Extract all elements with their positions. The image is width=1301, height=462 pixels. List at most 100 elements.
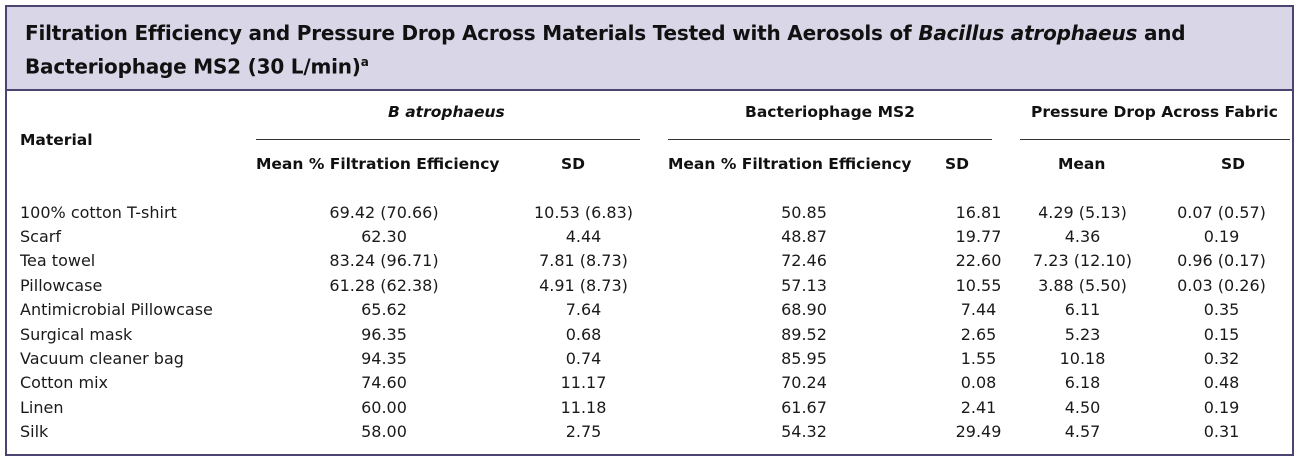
cell-ms2-mean: 48.87 xyxy=(781,227,827,247)
table-title-bar: Filtration Efficiency and Pressure Drop … xyxy=(7,7,1292,91)
data-table: 100% cotton T-shirt 69.42 (70.66) 10.53 (6… xyxy=(7,200,1292,444)
table-row: Surgical mask 96.35 0.68 89.52 2.65 5.23 0.15 xyxy=(7,322,1292,346)
cell-pressure-mean: 7.23 (12.10) xyxy=(1033,251,1132,271)
table-title: Filtration Efficiency and Pressure Drop … xyxy=(25,19,1292,82)
cell-ms2-sd: 29.49 xyxy=(955,422,1002,442)
group-rule-pressure xyxy=(1020,139,1290,140)
cell-ms2-mean: 72.46 xyxy=(781,251,827,271)
cell-b-sd: 4.91 (8.73) xyxy=(539,275,628,295)
table-row: 100% cotton T-shirt 69.42 (70.66) 10.53 (6… xyxy=(7,200,1292,224)
cell-pressure-mean: 6.11 xyxy=(1064,300,1101,320)
cell-pressure-sd: 0.31 xyxy=(1203,422,1240,442)
cell-b-mean: 61.28 (62.38) xyxy=(329,275,439,295)
cell-b-mean: 74.60 xyxy=(361,373,407,393)
table-body: 100% cotton T-shirt 69.42 (70.66) 10.53 (6… xyxy=(7,200,1292,444)
cell-material: Linen xyxy=(20,397,64,417)
cell-pressure-sd: 0.15 xyxy=(1203,324,1240,344)
table-row: Vacuum cleaner bag 94.35 0.74 85.95 1.55 10.1… xyxy=(7,346,1292,370)
cell-pressure-sd: 0.03 (0.26) xyxy=(1177,275,1266,295)
header-ms2-mean: Mean % Filtration Efficiency xyxy=(668,155,912,173)
cell-pressure-mean: 10.18 xyxy=(1059,349,1106,369)
header-material: Material xyxy=(20,131,93,149)
cell-pressure-mean: 4.29 (5.13) xyxy=(1038,202,1127,222)
cell-pressure-mean: 3.88 (5.50) xyxy=(1038,275,1127,295)
cell-b-sd: 7.64 xyxy=(565,300,602,320)
title-footnote-mark: a xyxy=(360,55,369,69)
cell-pressure-sd: 0.32 xyxy=(1203,349,1240,369)
header-b-sd: SD xyxy=(561,155,586,173)
cell-ms2-mean: 61.67 xyxy=(781,397,827,417)
cell-material: Cotton mix xyxy=(20,373,109,393)
table-row: Pillowcase 61.28 (62.38) 4.91 (8.73) 57.13 1… xyxy=(7,273,1292,297)
title-text-end: and Bacteriophage MS2 (30 L/min) xyxy=(25,21,1186,79)
cell-pressure-mean: 6.18 xyxy=(1064,373,1101,393)
cell-b-mean: 65.62 xyxy=(361,300,407,320)
cell-pressure-sd: 0.96 (0.17) xyxy=(1177,251,1266,271)
cell-ms2-sd: 19.77 xyxy=(955,227,1002,247)
cell-b-sd: 11.17 xyxy=(560,373,607,393)
cell-pressure-sd: 0.19 xyxy=(1203,397,1240,417)
cell-ms2-sd: 0.08 xyxy=(960,373,997,393)
cell-material: 100% cotton T-shirt xyxy=(20,202,177,222)
header-ms2-sd: SD xyxy=(945,155,970,173)
cell-pressure-mean: 4.57 xyxy=(1064,422,1101,442)
header-pressure-mean: Mean xyxy=(1058,155,1106,173)
table-row: Cotton mix 74.60 11.17 70.24 0.08 6.18 0.48 xyxy=(7,371,1292,395)
cell-ms2-mean: 85.95 xyxy=(781,349,827,369)
cell-b-mean: 69.42 (70.66) xyxy=(329,202,439,222)
table-row: Silk 58.00 2.75 54.32 29.49 4.57 0.31 xyxy=(7,420,1292,444)
cell-ms2-mean: 68.90 xyxy=(781,300,827,320)
cell-pressure-mean: 4.36 xyxy=(1064,227,1101,247)
cell-material: Tea towel xyxy=(20,251,96,271)
header-b-mean: Mean % Filtration Efficiency xyxy=(256,155,500,173)
cell-b-sd: 10.53 (6.83) xyxy=(534,202,633,222)
cell-pressure-sd: 0.19 xyxy=(1203,227,1240,247)
cell-material: Silk xyxy=(20,422,49,442)
cell-b-mean: 96.35 xyxy=(361,324,407,344)
cell-b-mean: 83.24 (96.71) xyxy=(329,251,439,271)
cell-ms2-sd: 16.81 xyxy=(955,202,1002,222)
cell-b-sd: 0.68 xyxy=(565,324,602,344)
cell-b-sd: 0.74 xyxy=(565,349,602,369)
cell-pressure-mean: 5.23 xyxy=(1064,324,1101,344)
cell-ms2-mean: 57.13 xyxy=(781,275,827,295)
cell-b-sd: 11.18 xyxy=(560,397,607,417)
header-bacteriophage-ms2: Bacteriophage MS2 xyxy=(745,103,915,121)
cell-material: Pillowcase xyxy=(20,275,103,295)
cell-b-mean: 58.00 xyxy=(361,422,407,442)
header-pressure-drop: Pressure Drop Across Fabric xyxy=(1031,103,1278,121)
cell-pressure-sd: 0.35 xyxy=(1203,300,1240,320)
cell-material: Surgical mask xyxy=(20,324,133,344)
cell-ms2-mean: 70.24 xyxy=(781,373,827,393)
cell-material: Antimicrobial Pillowcase xyxy=(20,300,213,320)
group-rule-ms2 xyxy=(668,139,992,140)
cell-material: Vacuum cleaner bag xyxy=(20,349,184,369)
cell-b-mean: 60.00 xyxy=(361,397,407,417)
table-frame: Filtration Efficiency and Pressure Drop … xyxy=(5,5,1294,456)
title-species: Bacillus atrophaeus xyxy=(918,21,1138,45)
cell-b-sd: 4.44 xyxy=(565,227,602,247)
cell-ms2-sd: 7.44 xyxy=(960,300,997,320)
cell-ms2-mean: 50.85 xyxy=(781,202,827,222)
table-row: Linen 60.00 11.18 61.67 2.41 4.50 0.19 xyxy=(7,395,1292,419)
cell-b-sd: 2.75 xyxy=(565,422,602,442)
cell-b-mean: 62.30 xyxy=(361,227,407,247)
cell-ms2-sd: 22.60 xyxy=(955,251,1002,271)
header-pressure-sd: SD xyxy=(1221,155,1246,173)
table-row: Antimicrobial Pillowcase 65.62 7.64 68.90 7.… xyxy=(7,298,1292,322)
cell-ms2-sd: 2.41 xyxy=(960,397,997,417)
cell-b-mean: 94.35 xyxy=(361,349,407,369)
header-b-atrophaeus: B atrophaeus xyxy=(388,103,505,121)
cell-ms2-mean: 54.32 xyxy=(781,422,827,442)
cell-pressure-sd: 0.48 xyxy=(1203,373,1240,393)
cell-b-sd: 7.81 (8.73) xyxy=(539,251,628,271)
cell-ms2-sd: 1.55 xyxy=(960,349,997,369)
cell-pressure-mean: 4.50 xyxy=(1064,397,1101,417)
group-rule-b xyxy=(256,139,640,140)
cell-ms2-mean: 89.52 xyxy=(781,324,827,344)
cell-ms2-sd: 10.55 xyxy=(955,275,1002,295)
cell-material: Scarf xyxy=(20,227,61,247)
cell-pressure-sd: 0.07 (0.57) xyxy=(1177,202,1266,222)
cell-ms2-sd: 2.65 xyxy=(960,324,997,344)
table-row: Tea towel 83.24 (96.71) 7.81 (8.73) 72.46 22… xyxy=(7,249,1292,273)
